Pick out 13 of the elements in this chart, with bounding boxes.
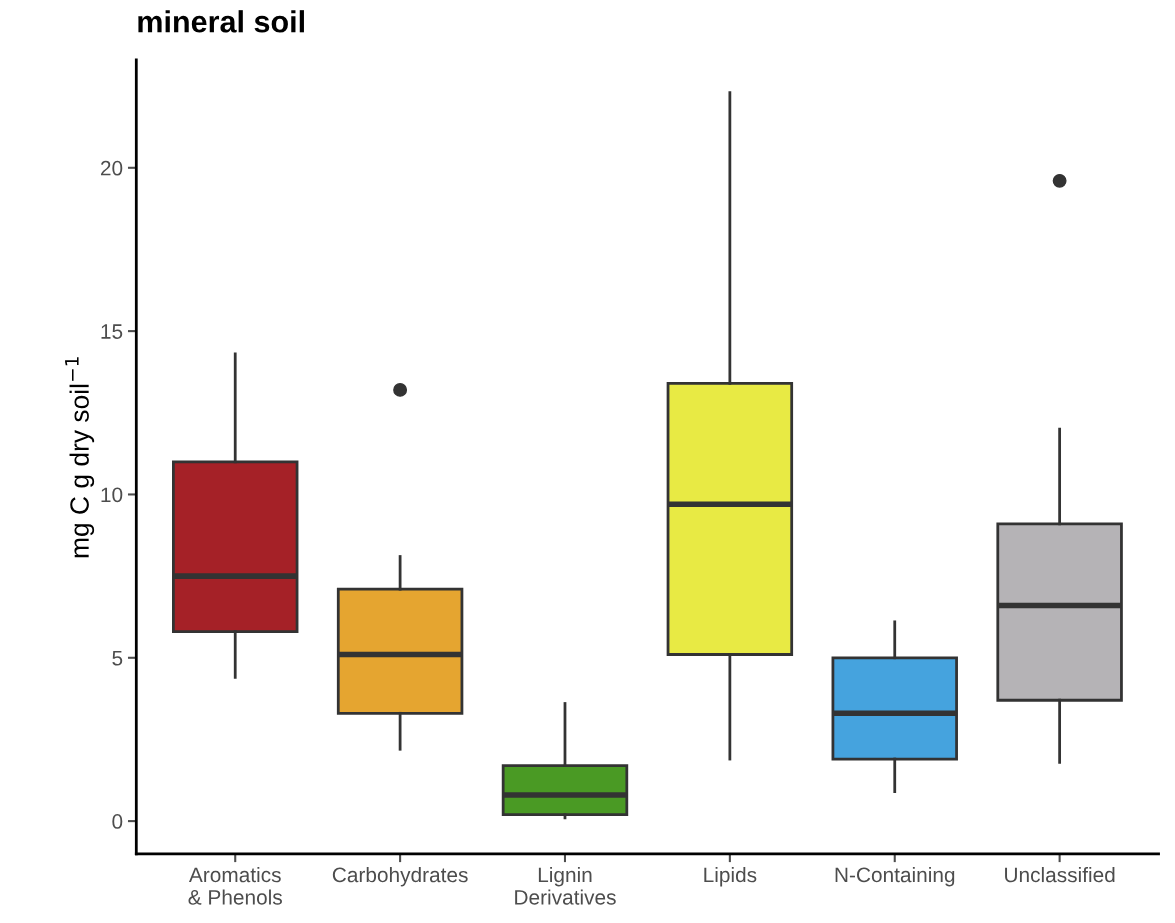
y-tick-label: 5 (112, 651, 123, 666)
x-tick-label: Unclassified (1005, 866, 1115, 883)
chart-title: mineral soil (138, 10, 304, 33)
y-tick-label: 10 (101, 487, 123, 503)
x-tick-label: N-Containing (835, 866, 955, 887)
y-axis-title: mg C g dry soil$^{−1}$ (65, 357, 95, 558)
y-tick-label: 15 (101, 324, 123, 339)
x-tick-label: Aromatics & Phenols (188, 866, 282, 905)
x-tick-label: Carbohydrates (332, 866, 468, 887)
y-tick-label: 0 (112, 814, 123, 829)
y-tick-label: 20 (100, 160, 123, 176)
x-tick-label: Lignin Derivatives (515, 866, 616, 905)
x-tick-label: Lipids (704, 866, 757, 887)
